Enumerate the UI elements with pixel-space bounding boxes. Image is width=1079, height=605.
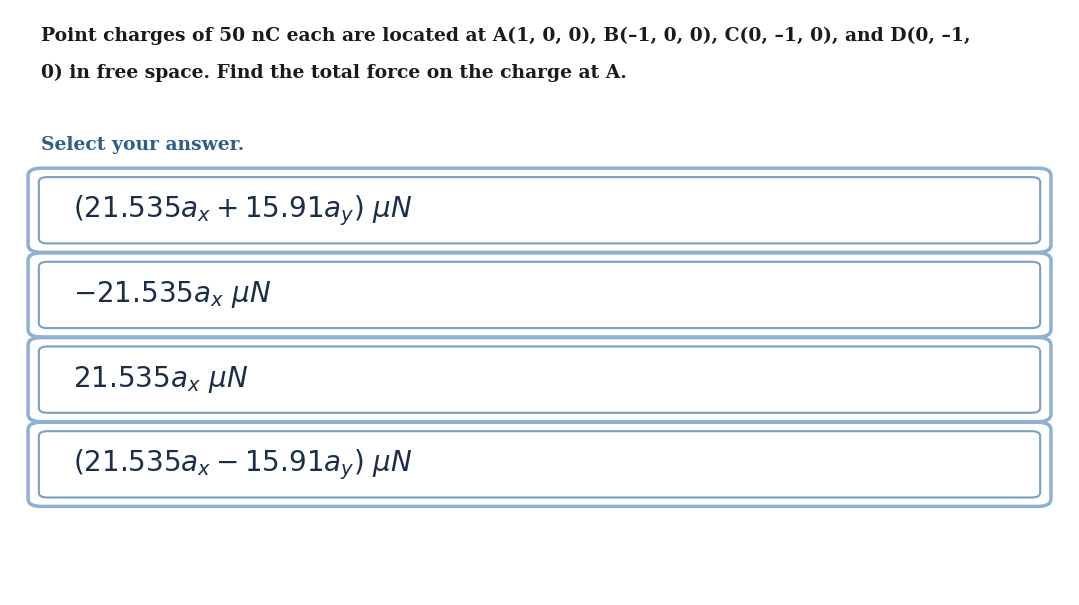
FancyBboxPatch shape — [28, 253, 1051, 337]
FancyBboxPatch shape — [28, 422, 1051, 506]
Text: 0) in free space. Find the total force on the charge at A.: 0) in free space. Find the total force o… — [41, 64, 627, 82]
FancyBboxPatch shape — [39, 347, 1040, 413]
FancyBboxPatch shape — [39, 431, 1040, 497]
Text: $-21.535a_x\ \mu N$: $-21.535a_x\ \mu N$ — [73, 280, 272, 310]
Text: $(21.535a_x - 15.91a_y)\ \mu N$: $(21.535a_x - 15.91a_y)\ \mu N$ — [73, 447, 413, 482]
Text: $21.535a_x\ \mu N$: $21.535a_x\ \mu N$ — [73, 364, 248, 395]
FancyBboxPatch shape — [28, 168, 1051, 252]
FancyBboxPatch shape — [39, 177, 1040, 243]
Text: Point charges of 50 nC each are located at A(1, 0, 0), B(–1, 0, 0), C(0, –1, 0),: Point charges of 50 nC each are located … — [41, 27, 971, 45]
Text: $(21.535a_x + 15.91a_y)\ \mu N$: $(21.535a_x + 15.91a_y)\ \mu N$ — [73, 193, 413, 227]
FancyBboxPatch shape — [39, 262, 1040, 328]
Text: Select your answer.: Select your answer. — [41, 136, 244, 154]
FancyBboxPatch shape — [28, 338, 1051, 422]
